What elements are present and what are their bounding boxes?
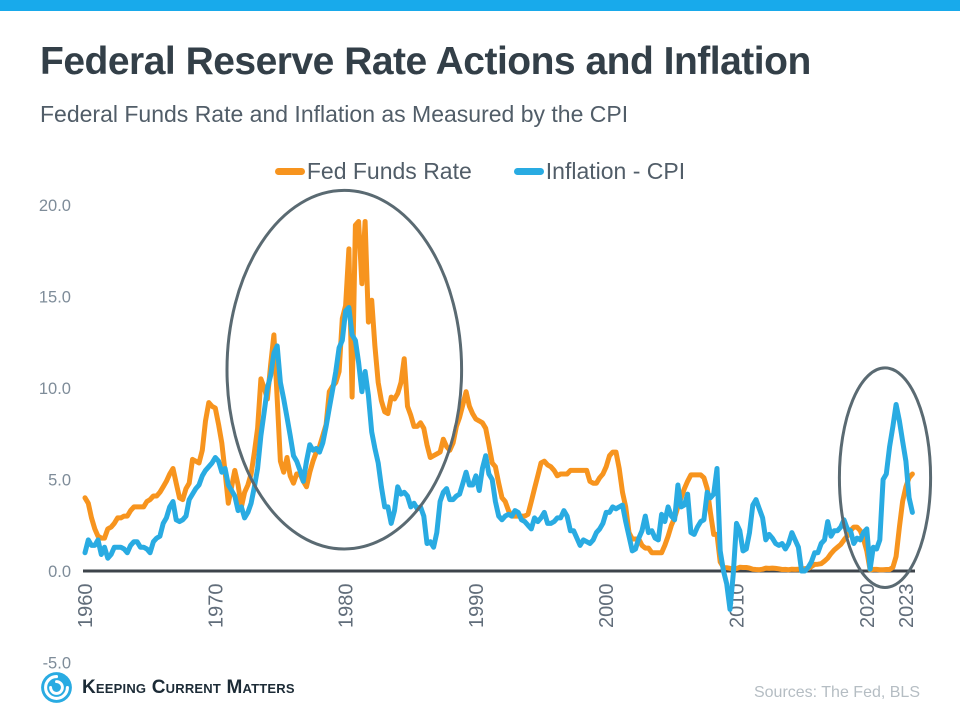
ellipse-annotation-2 — [837, 366, 933, 590]
y-tick-label: 20.0 — [39, 197, 71, 215]
series-line-fed-funds-rate — [82, 219, 915, 573]
x-tick-label: 2020 — [857, 584, 879, 629]
kcm-logo: Keeping Current Matters — [40, 671, 295, 704]
series-line-inflation-cpi — [82, 305, 915, 612]
fed-funds-rate-legend-label: Fed Funds Rate — [306, 157, 472, 184]
inflation-cpi-legend-label: Inflation - CPI — [545, 157, 686, 184]
y-tick-label: -5.0 — [43, 655, 71, 673]
chart-legend: Fed Funds Rate Inflation - CPI — [0, 156, 960, 186]
page-subtitle: Federal Funds Rate and Inflation as Meas… — [40, 101, 629, 127]
page-title: Federal Reserve Rate Actions and Inflati… — [40, 40, 811, 83]
fed-funds-rate-line-swatch — [274, 167, 305, 175]
kcm-swirl-icon — [41, 672, 72, 703]
top-accent-bar — [0, 0, 960, 11]
kcm-logo-text: Keeping Current Matters — [82, 676, 295, 698]
x-tick-label: 1970 — [205, 584, 227, 629]
y-tick-label: 10.0 — [39, 380, 71, 398]
y-tick-label: 0.0 — [48, 563, 71, 581]
x-tick-label: 2023 — [896, 584, 918, 629]
ellipse-annotation-1 — [225, 188, 464, 551]
x-tick-label: 2000 — [596, 584, 618, 629]
x-tick-label: 1960 — [75, 584, 97, 629]
legend-item-inflation-cpi: Inflation - CPI — [513, 157, 686, 185]
y-tick-label: 15.0 — [39, 289, 71, 307]
x-tick-label: 1980 — [336, 584, 358, 629]
legend-item-fed-funds-rate: Fed Funds Rate — [274, 157, 472, 185]
x-tick-label: 1990 — [466, 584, 488, 629]
sources-note: Sources: The Fed, BLS — [753, 684, 920, 701]
y-tick-label: 5.0 — [48, 472, 71, 490]
inflation-cpi-line-swatch — [513, 167, 544, 175]
